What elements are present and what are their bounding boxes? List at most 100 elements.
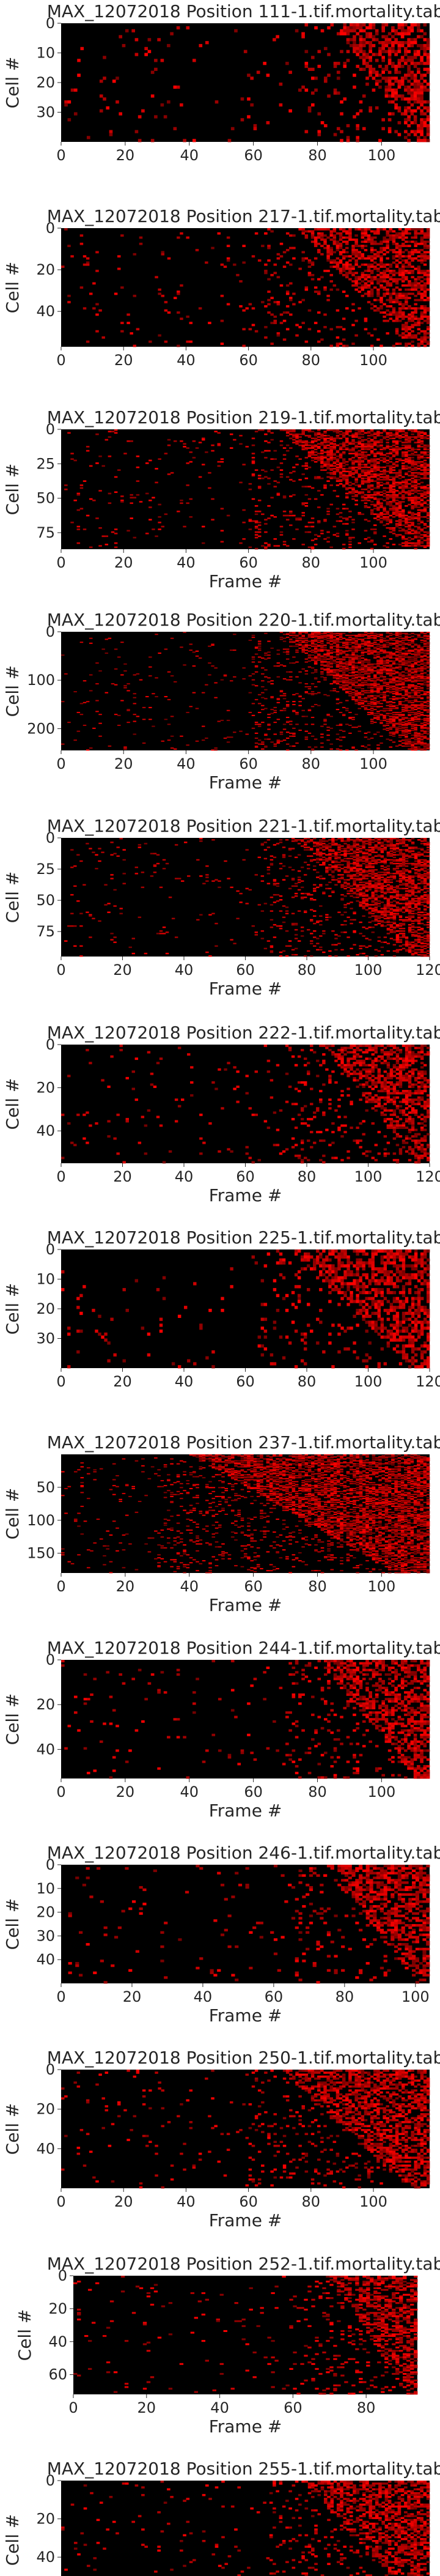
heatmap-cell <box>411 502 414 505</box>
heatmap-cell <box>404 23 408 27</box>
heatmap-cell <box>398 315 402 318</box>
heatmap-cell <box>423 642 427 644</box>
heatmap-cell <box>351 257 355 260</box>
heatmap-cell <box>389 664 393 666</box>
heatmap-cell <box>389 527 393 529</box>
heatmap-cell <box>339 448 343 451</box>
heatmap-cell <box>326 654 330 656</box>
heatmap-cell <box>279 525 284 528</box>
heatmap-cell <box>383 311 386 314</box>
heatmap-cell <box>336 309 340 312</box>
heatmap-cell <box>389 453 393 454</box>
heatmap-cell <box>423 667 427 669</box>
heatmap-cell <box>392 261 396 264</box>
heatmap-cell <box>326 632 330 634</box>
heatmap-cell <box>389 470 393 473</box>
heatmap-cell <box>332 659 337 661</box>
heatmap-cell <box>370 663 374 665</box>
heatmap-cell <box>339 634 343 636</box>
heatmap-cell <box>320 650 324 651</box>
heatmap-cell <box>370 236 374 239</box>
heatmap-cell <box>351 685 355 687</box>
heatmap-cell <box>383 645 386 647</box>
heatmap-cell <box>364 684 368 686</box>
heatmap-cell <box>92 282 96 285</box>
heatmap-cell <box>405 634 408 635</box>
heatmap-cell <box>414 480 417 483</box>
heatmap-cell <box>358 661 361 663</box>
heatmap-cell <box>361 444 365 446</box>
heatmap-cell <box>386 669 389 671</box>
heatmap-cell <box>426 245 430 248</box>
heatmap-cell <box>351 443 355 445</box>
heatmap-cell <box>426 653 430 655</box>
heatmap-cell <box>410 62 414 65</box>
heatmap-cell <box>317 521 321 524</box>
heatmap-cell <box>326 270 330 272</box>
heatmap-cell <box>336 62 340 65</box>
heatmap-cell <box>64 673 68 675</box>
heatmap-cell <box>380 255 383 258</box>
heatmap-cell <box>404 73 408 77</box>
heatmap-cell <box>348 450 352 452</box>
heatmap-cell <box>414 468 417 470</box>
heatmap-cell <box>158 334 161 337</box>
heatmap-cell <box>317 642 321 643</box>
heatmap-cell <box>417 454 421 456</box>
heatmap-cell <box>345 440 349 442</box>
heatmap-cell <box>304 64 309 68</box>
heatmap-cell <box>423 470 427 473</box>
heatmap-cell <box>336 127 340 130</box>
heatmap-cell <box>414 693 417 695</box>
heatmap-cell <box>317 433 321 435</box>
heatmap-cell <box>411 499 414 502</box>
heatmap-cell <box>398 693 402 695</box>
heatmap-cell <box>411 457 414 459</box>
heatmap-cell <box>414 251 417 254</box>
heatmap-cell <box>373 265 377 268</box>
x-tick-label: 20 <box>114 352 133 369</box>
heatmap-cell <box>314 543 318 546</box>
heatmap-cell <box>398 292 402 295</box>
heatmap-cell <box>79 242 84 245</box>
heatmap-cell <box>317 228 321 231</box>
heatmap-cell <box>372 88 376 92</box>
heatmap-cell <box>373 513 377 516</box>
heatmap-cell <box>317 692 321 694</box>
heatmap-cell <box>353 46 356 51</box>
heatmap-cell <box>395 443 399 445</box>
heatmap-cell <box>392 278 396 281</box>
heatmap-cell <box>398 487 402 489</box>
heatmap-cell <box>381 46 385 51</box>
heatmap-cell <box>392 676 396 678</box>
heatmap-cell <box>320 656 324 658</box>
heatmap-cell <box>354 650 358 652</box>
heatmap-cell <box>279 637 284 638</box>
heatmap-cell <box>145 492 149 495</box>
heatmap-cell <box>298 639 302 641</box>
heatmap-cell <box>414 322 417 324</box>
heatmap-cell <box>417 124 420 128</box>
heatmap-cell <box>398 647 402 649</box>
heatmap-cell <box>410 97 414 101</box>
heatmap-cell <box>339 480 343 483</box>
heatmap-cell <box>414 230 417 233</box>
heatmap-cell <box>380 494 383 496</box>
heatmap-cell <box>273 665 277 667</box>
heatmap-cell <box>383 650 386 652</box>
heatmap-cell <box>332 640 337 642</box>
heatmap-cell <box>410 73 414 77</box>
heatmap-cell <box>402 259 405 262</box>
heatmap-cell <box>266 73 270 77</box>
heatmap-cell <box>304 683 309 685</box>
y-tick-label: 75 <box>36 524 55 541</box>
heatmap-cell <box>320 668 324 670</box>
heatmap-cell <box>389 451 393 453</box>
heatmap-cell <box>420 492 424 495</box>
heatmap-cell <box>405 654 408 656</box>
heatmap-cell <box>248 546 252 549</box>
heatmap-cell <box>348 516 352 518</box>
heatmap-cell <box>364 664 368 666</box>
heatmap-cell <box>342 432 346 434</box>
heatmap-cell <box>395 684 399 686</box>
